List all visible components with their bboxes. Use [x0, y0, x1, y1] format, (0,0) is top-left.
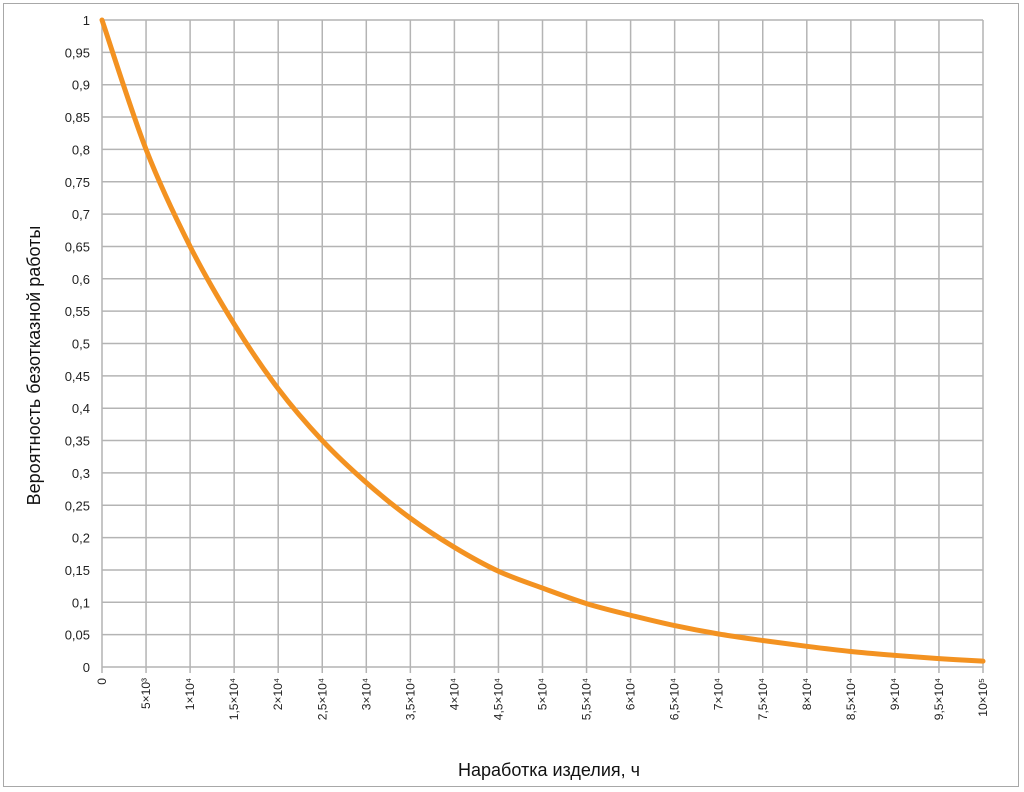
y-tick-label: 0,15	[65, 563, 90, 578]
x-tick-label: 10×10⁵	[976, 678, 990, 717]
x-tick-label: 0	[95, 678, 109, 685]
y-tick-label: 0,2	[72, 531, 90, 546]
y-tick-label: 0,55	[65, 304, 90, 319]
x-tick-label: 6×10⁴	[624, 678, 638, 710]
x-tick-label: 5×10⁴	[536, 678, 550, 710]
y-tick-label: 0,6	[72, 272, 90, 287]
y-tick-label: 1	[83, 13, 90, 28]
x-tick-label: 4,5×10⁴	[491, 678, 505, 720]
y-tick-label: 0,4	[72, 401, 90, 416]
y-tick-label: 0,65	[65, 239, 90, 254]
x-tick-label: 4×10⁴	[447, 678, 461, 710]
x-tick-label: 1×10⁴	[183, 678, 197, 710]
series-line	[99, 17, 986, 664]
x-tick-label: 7,5×10⁴	[756, 678, 770, 720]
x-tick-label: 5,5×10⁴	[580, 678, 594, 720]
y-axis-label: Вероятность безотказной работы	[24, 226, 44, 506]
y-tick-label: 0,35	[65, 434, 90, 449]
x-tick-label: 9,5×10⁴	[932, 678, 946, 720]
y-tick-label: 0,85	[65, 110, 90, 125]
x-tick-labels: 0 5×10³ 1×10⁴ 1,5×10⁴ 2×10⁴ 2,5×10⁴ 3×10⁴ 3,5×1…	[95, 678, 990, 721]
y-tick-label: 0,5	[72, 337, 90, 352]
x-tick-label: 2×10⁴	[271, 678, 285, 710]
chart-frame	[3, 3, 1019, 787]
y-tick-label: 0,9	[72, 78, 90, 93]
y-tick-label: 0,25	[65, 498, 90, 513]
x-tick-label: 2,5×10⁴	[315, 678, 329, 720]
x-tick-label: 3,5×10⁴	[403, 678, 417, 720]
x-tick-label: 5×10³	[139, 678, 153, 709]
y-tick-label: 0,95	[65, 45, 90, 60]
x-axis-label: Наработка изделия, ч	[458, 760, 640, 780]
x-tick-label: 8,5×10⁴	[844, 678, 858, 720]
y-tick-labels: 0 0,05 0,1 0,15 0,2 0,25 0,3 0,35 0,4 0,45 0,5 0,55…	[65, 13, 90, 675]
x-tick-label: 7×10⁴	[712, 678, 726, 710]
y-tick-label: 0,8	[72, 142, 90, 157]
y-tick-label: 0	[83, 660, 90, 675]
y-tick-label: 0,3	[72, 466, 90, 481]
y-tick-label: 0,7	[72, 207, 90, 222]
series-group	[99, 17, 986, 664]
x-tick-label: 8×10⁴	[800, 678, 814, 710]
y-tick-label: 0,1	[72, 595, 90, 610]
x-tick-label: 1,5×10⁴	[227, 678, 241, 720]
grid	[101, 19, 984, 673]
y-tick-label: 0,45	[65, 369, 90, 384]
y-tick-label: 0,05	[65, 628, 90, 643]
x-tick-label: 9×10⁴	[888, 678, 902, 710]
y-tick-label: 0,75	[65, 175, 90, 190]
x-tick-label: 6,5×10⁴	[668, 678, 682, 720]
x-tick-label: 3×10⁴	[359, 678, 373, 710]
